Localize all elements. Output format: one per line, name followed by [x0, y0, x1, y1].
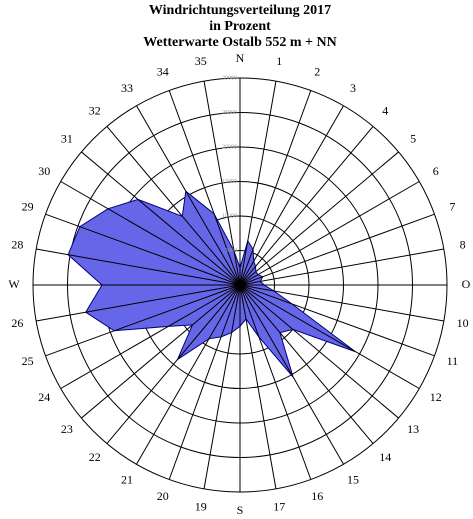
direction-label: 11 — [447, 354, 459, 368]
spoke — [81, 151, 241, 286]
direction-label: 13 — [407, 422, 419, 436]
spoke — [36, 284, 241, 322]
spoke — [203, 284, 241, 489]
spoke — [239, 284, 444, 322]
spoke — [239, 284, 420, 389]
y-tick-label: 10000 — [222, 213, 237, 219]
direction-label: N — [236, 51, 245, 65]
spoke — [203, 81, 241, 286]
direction-label: 7 — [449, 199, 455, 213]
wind-area — [67, 190, 356, 378]
spoke — [239, 181, 420, 286]
chart-title: in Prozent — [209, 19, 271, 34]
spoke — [239, 213, 435, 286]
direction-label: 23 — [61, 422, 73, 436]
spoke — [136, 284, 241, 465]
direction-label: 32 — [89, 104, 101, 118]
direction-label: 2 — [314, 64, 320, 78]
direction-label: 6 — [433, 164, 439, 178]
spoke — [239, 90, 312, 286]
direction-label: 20 — [157, 489, 169, 503]
spoke — [239, 284, 312, 480]
spoke — [106, 284, 241, 444]
direction-label: 22 — [89, 450, 101, 464]
spoke — [239, 284, 277, 489]
spoke — [106, 126, 241, 286]
direction-label: 19 — [195, 499, 207, 513]
direction-label: S — [237, 503, 244, 517]
direction-label: 3 — [350, 81, 356, 95]
spoke — [136, 105, 241, 286]
y-tick-label: 20000 — [222, 144, 237, 150]
spoke — [239, 284, 435, 357]
spoke — [168, 90, 241, 286]
spoke — [36, 248, 241, 286]
direction-label: 17 — [273, 499, 285, 513]
direction-label: 24 — [38, 390, 50, 404]
chart-title: Windrichtungsverteilung 2017 — [149, 3, 331, 18]
direction-label: 4 — [382, 104, 388, 118]
direction-label: W — [8, 277, 20, 291]
direction-label: O — [462, 277, 471, 291]
y-tick-label: 25000 — [222, 110, 237, 116]
direction-label: 21 — [121, 472, 133, 486]
spoke — [81, 284, 241, 419]
direction-label: 5 — [410, 131, 416, 145]
direction-label: 15 — [347, 472, 359, 486]
spoke — [239, 248, 444, 286]
spoke — [60, 181, 241, 286]
y-tick-label: 30000 — [222, 75, 237, 81]
direction-label: 16 — [311, 489, 323, 503]
direction-label: 10 — [457, 316, 469, 330]
spoke — [168, 284, 241, 480]
spoke — [239, 81, 277, 286]
direction-label: 14 — [379, 450, 391, 464]
spoke — [239, 105, 344, 286]
spoke — [239, 284, 374, 444]
direction-label: 31 — [61, 131, 73, 145]
direction-label: 1 — [276, 54, 282, 68]
spoke — [239, 284, 344, 465]
y-tick-label: 15000 — [222, 179, 237, 185]
direction-label: 28 — [11, 238, 23, 252]
spoke — [239, 151, 399, 286]
spoke — [60, 284, 241, 389]
direction-label: 26 — [11, 316, 23, 330]
y-tick-label: 5000 — [225, 248, 237, 254]
chart-title: Wetterwarte Ostalb 552 m + NN — [143, 35, 336, 50]
direction-label: 25 — [22, 354, 34, 368]
spoke — [45, 213, 241, 286]
direction-label: 12 — [430, 390, 442, 404]
direction-label: 33 — [121, 81, 133, 95]
direction-label: 8 — [460, 238, 466, 252]
spoke — [239, 126, 374, 286]
direction-label: 29 — [22, 199, 34, 213]
spoke — [239, 284, 399, 419]
spoke — [45, 284, 241, 357]
direction-label: 34 — [157, 64, 169, 78]
direction-label: 35 — [195, 54, 207, 68]
direction-label: 30 — [38, 164, 50, 178]
